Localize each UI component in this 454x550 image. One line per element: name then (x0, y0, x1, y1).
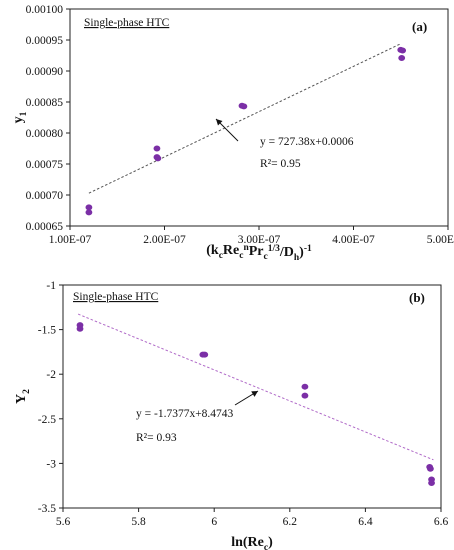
y-tick-label: -3.5 (38, 503, 56, 515)
plot-area-frame (62, 284, 442, 509)
chart-panel-b: 5.6 5.8 6 6.2 6.4 6.6 -3.5 -3 -2.5 -2 -1.5 -1 ln(Rec… (14, 280, 448, 550)
y-tick-label: -3 (46, 458, 56, 470)
data-point (85, 209, 93, 216)
y-axis-label: Y2 (14, 389, 32, 404)
data-point (201, 351, 209, 358)
x-tick-label: 5.8 (131, 516, 146, 528)
data-point (427, 465, 434, 472)
r-squared-label: R²= 0.95 (260, 158, 301, 170)
x-tick-label: 6 (211, 516, 217, 528)
x-axis-label: (kcRecnPrc1/3/Dh)-1 (206, 243, 312, 263)
x-tick-label: 3.00E-07 (238, 234, 281, 246)
x-tick-label: 5.00E-07 (427, 234, 454, 246)
x-tick-label: 1.00E-07 (49, 234, 92, 246)
y-tick-label: 0.00095 (26, 35, 64, 47)
annotation-arrow-head (216, 119, 223, 126)
panel-label: (a) (412, 19, 427, 34)
x-tick-label: 6.4 (358, 516, 373, 528)
x-tick-label: 2.00E-07 (143, 234, 186, 246)
panel-label: (b) (409, 290, 425, 305)
data-point (301, 383, 309, 390)
data-point (428, 480, 435, 487)
plot-area-frame (69, 8, 449, 227)
y-tick-label: -1.5 (38, 325, 56, 337)
trendline (77, 313, 434, 461)
y-tick-label: 0.00065 (26, 221, 64, 233)
y-tick-label: 0.00075 (26, 159, 64, 171)
y-tick-label: -2 (46, 369, 56, 381)
data-point (154, 155, 162, 162)
chart-title: Single-phase HTC (84, 17, 170, 29)
y-tick-label: -1 (46, 280, 56, 292)
x-axis-label: ln(Rec) (231, 535, 273, 550)
data-point (399, 47, 407, 54)
y-tick-label: 0.00100 (26, 4, 64, 16)
x-tick-label: 4.00E-07 (332, 234, 375, 246)
data-point (240, 103, 248, 110)
y-tick-label: 0.00080 (26, 128, 64, 140)
y-tick-label: 0.00085 (26, 97, 64, 109)
y-tick-label: 0.00090 (26, 66, 64, 78)
trendline-equation: y = 727.38x+0.0006 (260, 136, 354, 148)
y-tick-label: -2.5 (38, 414, 56, 426)
r-squared-label: R²= 0.93 (136, 432, 177, 444)
data-point (301, 392, 309, 399)
x-tick-label: 6.2 (283, 516, 298, 528)
y-axis-label: y1 (11, 111, 29, 123)
x-tick-label: 5.6 (56, 516, 71, 528)
data-point (398, 54, 406, 61)
x-tick-label: 6.6 (434, 516, 449, 528)
data-point (153, 145, 161, 152)
trendline-equation: y = -1.7377x+8.4743 (136, 408, 234, 420)
annotation-arrow-head (251, 391, 258, 397)
trendline (88, 43, 401, 194)
y-tick-label: 0.00070 (26, 190, 64, 202)
chart-title: Single-phase HTC (73, 291, 159, 303)
data-point (85, 204, 93, 211)
chart-panel-a: 1.00E-07 2.00E-07 3.00E-07 4.00E-07 5.00E-07… (11, 4, 454, 263)
data-point (76, 325, 84, 332)
